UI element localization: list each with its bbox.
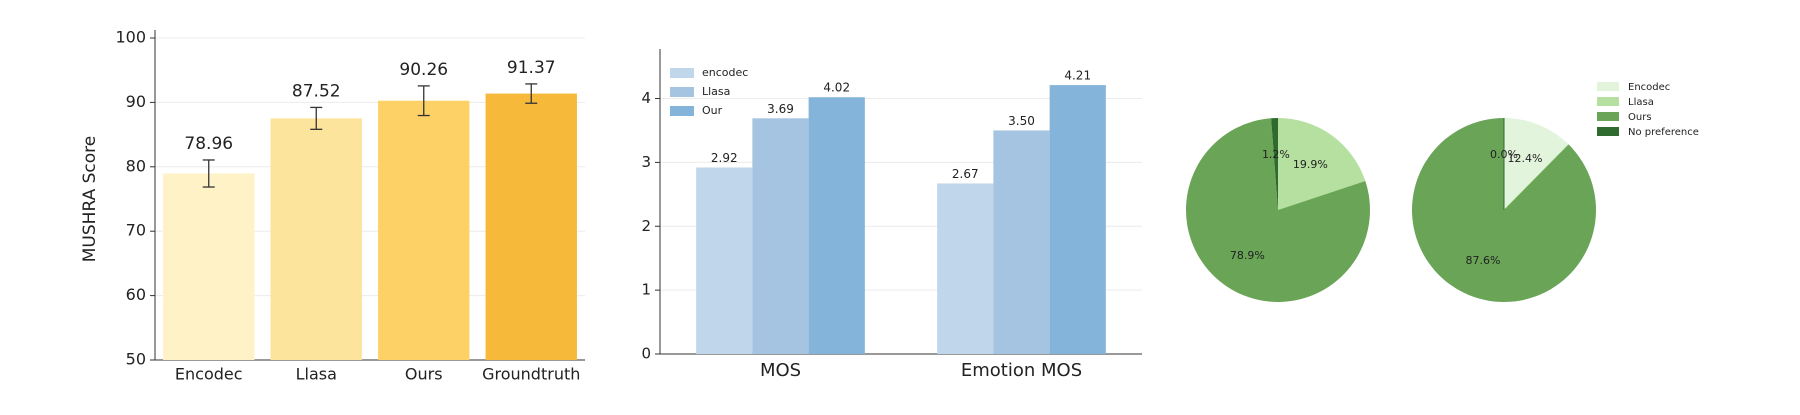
legend-swatch	[1597, 97, 1619, 106]
bar	[270, 118, 362, 360]
pie-slice	[1186, 118, 1371, 303]
value-label: 78.96	[184, 134, 233, 154]
value-label: 3.69	[767, 102, 794, 116]
bar	[993, 130, 1050, 354]
pie-slice	[1503, 144, 1569, 211]
value-label: 78.9%	[1230, 249, 1265, 262]
bar	[696, 167, 753, 354]
legend-label: Llasa	[1628, 97, 1654, 108]
value-label: 3.50	[1008, 114, 1035, 128]
x-tick-label: Groundtruth	[482, 365, 580, 384]
legend-label: Our	[702, 104, 723, 117]
y-tick-label: 3	[641, 153, 651, 171]
bar	[937, 183, 994, 354]
value-label: 4.21	[1064, 69, 1091, 83]
value-label: 2.67	[952, 167, 979, 181]
x-tick-label: Llasa	[296, 365, 337, 384]
legend-swatch	[1597, 82, 1619, 91]
legend-swatch	[1597, 127, 1619, 136]
y-tick-label: 50	[126, 350, 146, 369]
legend-label: Encodec	[1628, 82, 1670, 93]
value-label: 19.9%	[1293, 158, 1328, 171]
legend-label: Llasa	[702, 85, 730, 98]
value-label: 87.52	[292, 81, 341, 101]
pie-slice	[1278, 118, 1366, 210]
value-label: 91.37	[507, 58, 556, 78]
y-tick-label: 70	[126, 221, 146, 240]
legend-label: encodec	[702, 66, 748, 79]
value-label: 2.92	[711, 151, 738, 165]
y-tick-label: 4	[641, 89, 651, 107]
y-axis-label: MUSHRA Score	[80, 136, 100, 262]
y-tick-label: 100	[115, 28, 146, 47]
x-tick-label: MOS	[760, 360, 801, 381]
x-tick-label: Encodec	[175, 365, 243, 384]
legend-label: Ours	[1628, 112, 1652, 123]
y-tick-label: 80	[126, 156, 146, 175]
pie-slice	[1504, 118, 1569, 210]
bar	[1049, 85, 1106, 355]
bar	[485, 93, 577, 360]
value-label: 90.26	[399, 60, 448, 80]
value-label: 12.4%	[1507, 152, 1542, 165]
y-tick-label: 2	[641, 217, 651, 235]
bar	[163, 173, 255, 360]
value-label: 87.6%	[1466, 254, 1501, 267]
bar	[808, 97, 865, 354]
bar	[378, 100, 470, 361]
x-tick-label: Ours	[405, 365, 443, 384]
value-label: 0.0%	[1490, 148, 1518, 161]
bar	[752, 118, 809, 354]
y-tick-label: 1	[641, 281, 651, 299]
pie-slice	[1271, 118, 1278, 210]
y-tick-label: 90	[126, 92, 146, 111]
legend-swatch	[670, 68, 694, 78]
x-tick-label: Emotion MOS	[961, 360, 1082, 381]
value-label: 4.02	[823, 81, 850, 95]
legend-swatch	[670, 87, 694, 97]
value-label: 1.2%	[1262, 148, 1290, 161]
y-tick-label: 0	[641, 345, 651, 363]
y-tick-label: 60	[126, 285, 146, 304]
legend-label: No preference	[1628, 127, 1699, 138]
legend-swatch	[670, 106, 694, 116]
legend-swatch	[1597, 112, 1619, 121]
